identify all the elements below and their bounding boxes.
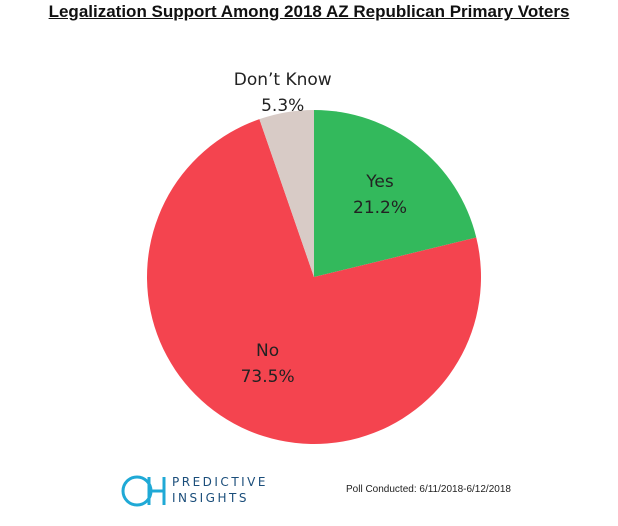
oh-logo-icon	[121, 475, 166, 507]
predictive-insights-logo: PREDICTIVE INSIGHTS	[120, 472, 310, 510]
pie-slices	[147, 110, 482, 444]
brand-name-line2: INSIGHTS	[172, 491, 249, 505]
pie-chart: Yes 21.2% No 73.5% Don’t Know 5.3%	[147, 70, 482, 444]
poll-date: Poll Conducted: 6/11/2018-6/12/2018	[346, 484, 511, 495]
slice-value-no: 73.5%	[241, 367, 295, 387]
pie-slice-yes	[314, 110, 477, 277]
chart-title: Legalization Support Among 2018 AZ Repub…	[48, 2, 570, 21]
pie-labels: Yes 21.2% No 73.5% Don’t Know 5.3%	[234, 70, 407, 387]
slice-label-no: No	[256, 341, 279, 361]
pie-slice-don-t-know	[259, 110, 314, 277]
pie-slice-no	[147, 119, 482, 444]
slice-value-yes: 21.2%	[353, 198, 407, 218]
slice-label-yes: Yes	[365, 172, 394, 192]
slice-label-don-t-know: Don’t Know	[234, 70, 332, 90]
slice-value-don-t-know: 5.3%	[261, 96, 304, 116]
brand-name-line1: PREDICTIVE	[172, 475, 268, 489]
